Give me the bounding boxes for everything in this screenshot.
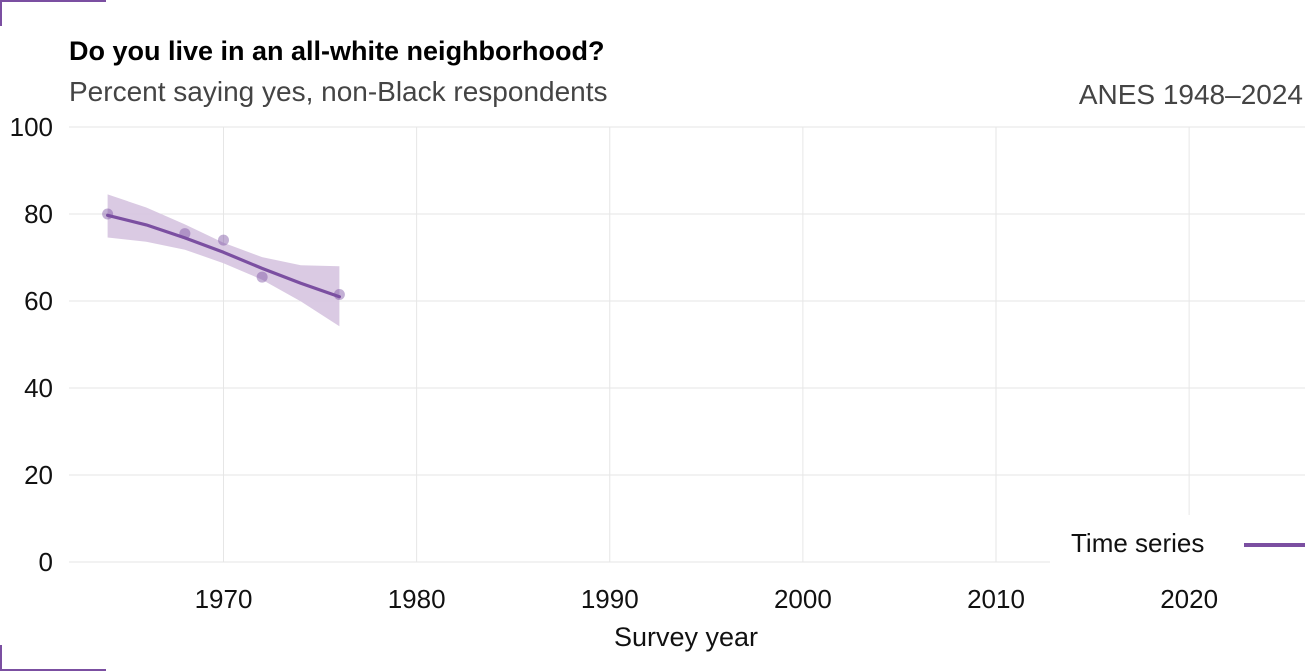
x-tick-label-1970: 1970 bbox=[195, 584, 253, 614]
tick-labels: 0 20 40 60 80 100 1970 1980 1990 2000 2010 2020 bbox=[10, 112, 1218, 614]
series-line bbox=[105, 213, 341, 299]
legend-label: Time series bbox=[1071, 528, 1205, 558]
chart-subtitle: Percent saying yes, non-Black respondent… bbox=[69, 76, 608, 107]
data-point-1972 bbox=[256, 271, 268, 283]
legend-line-swatch bbox=[1244, 543, 1305, 547]
x-axis-label: Survey year bbox=[613, 622, 759, 652]
y-tick-label-80: 80 bbox=[24, 199, 53, 229]
chart-source: ANES 1948–2024 bbox=[1078, 79, 1303, 110]
y-tick-label-20: 20 bbox=[24, 460, 53, 490]
frame-corner-top bbox=[0, 0, 106, 2]
legend: Time series bbox=[1050, 515, 1305, 573]
data-point-1976 bbox=[333, 288, 345, 300]
x-tick-label-1990: 1990 bbox=[581, 584, 639, 614]
trend-line-series-0 bbox=[105, 213, 341, 299]
ribbon-series-0 bbox=[107, 194, 340, 327]
y-tick-label-100: 100 bbox=[10, 112, 53, 142]
x-tick-label-2020: 2020 bbox=[1160, 584, 1218, 614]
data-point-1970 bbox=[218, 234, 229, 246]
data-points bbox=[102, 208, 345, 300]
y-tick-label-40: 40 bbox=[24, 373, 53, 403]
data-point-1964 bbox=[102, 208, 114, 220]
frame-corner-bottom bbox=[0, 669, 106, 671]
chart-title: Do you live in an all-white neighborhood… bbox=[69, 36, 605, 66]
x-tick-label-2000: 2000 bbox=[774, 584, 832, 614]
grid-lines bbox=[69, 126, 1305, 563]
y-tick-label-0: 0 bbox=[39, 547, 53, 577]
frame-corner-bottom-edge bbox=[0, 645, 2, 671]
frame-corner-top-edge bbox=[0, 0, 2, 26]
y-tick-label-60: 60 bbox=[24, 286, 53, 316]
x-tick-label-2010: 2010 bbox=[967, 584, 1025, 614]
x-tick-label-1980: 1980 bbox=[388, 584, 446, 614]
confidence-ribbon bbox=[107, 194, 340, 327]
data-point-1968 bbox=[179, 228, 191, 240]
